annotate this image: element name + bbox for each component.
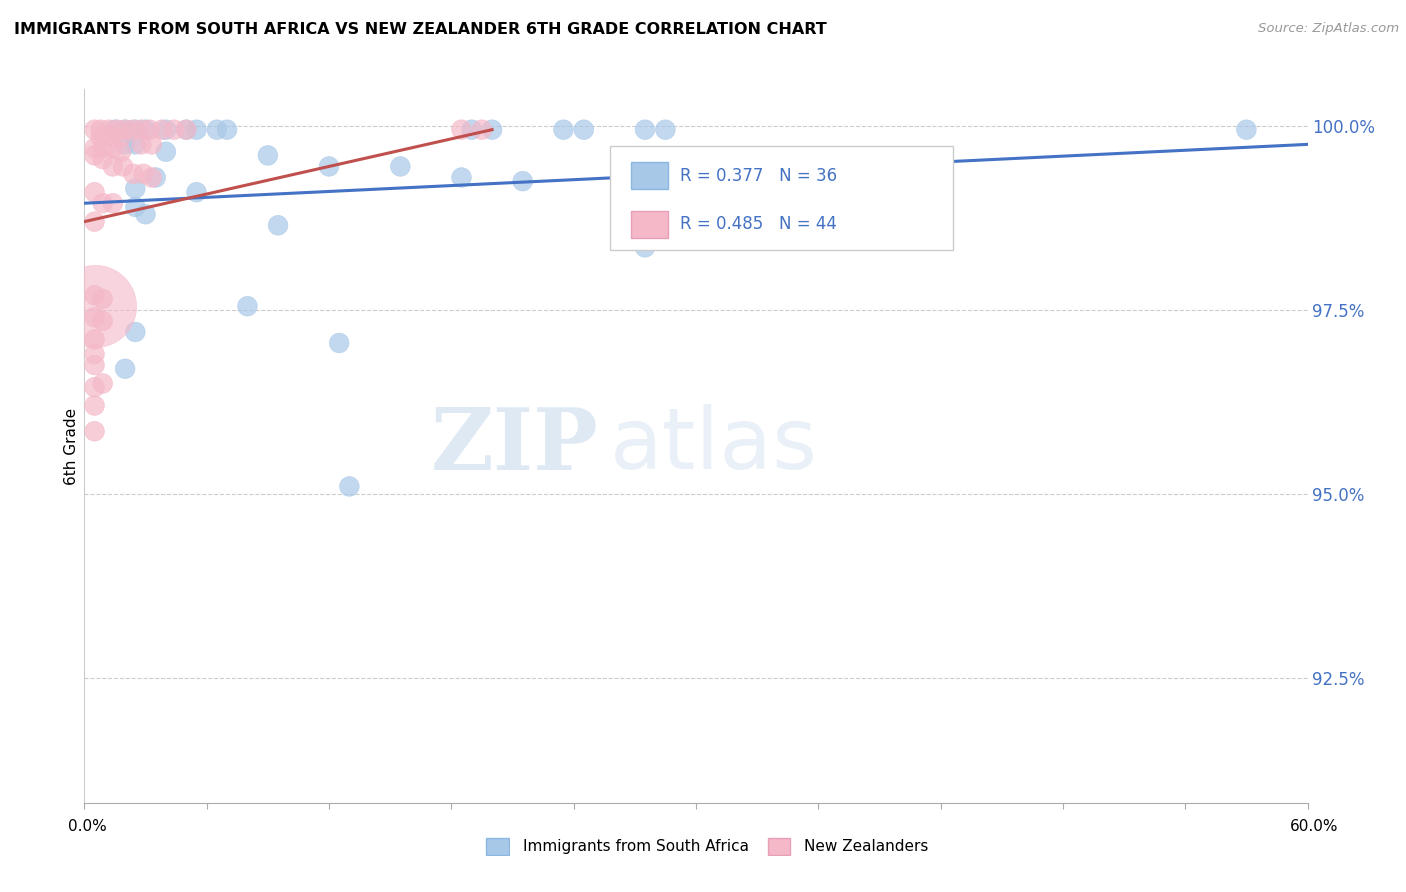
Point bbox=[110, 130, 132, 145]
Text: R = 0.377   N = 36: R = 0.377 N = 36 bbox=[681, 167, 837, 185]
Text: atlas: atlas bbox=[610, 404, 818, 488]
Point bbox=[654, 122, 676, 136]
Point bbox=[114, 122, 136, 136]
Point bbox=[124, 137, 146, 152]
Text: Immigrants from South Africa: Immigrants from South Africa bbox=[523, 839, 749, 854]
Point bbox=[110, 145, 132, 159]
Point bbox=[471, 122, 494, 136]
Point bbox=[132, 167, 155, 181]
Text: IMMIGRANTS FROM SOUTH AFRICA VS NEW ZEALANDER 6TH GRADE CORRELATION CHART: IMMIGRANTS FROM SOUTH AFRICA VS NEW ZEAL… bbox=[14, 22, 827, 37]
Point bbox=[318, 160, 340, 174]
Point bbox=[83, 358, 105, 372]
Point bbox=[124, 122, 146, 136]
Point bbox=[101, 160, 124, 174]
Point bbox=[186, 122, 208, 136]
Point bbox=[553, 122, 575, 136]
Point bbox=[155, 122, 177, 136]
Point bbox=[104, 122, 127, 136]
Point bbox=[83, 399, 105, 413]
Point bbox=[135, 207, 157, 221]
Point bbox=[101, 141, 124, 155]
Point bbox=[267, 219, 290, 233]
Point bbox=[83, 347, 105, 361]
Point bbox=[83, 332, 105, 346]
Bar bbox=[631, 162, 668, 189]
Point bbox=[114, 361, 136, 376]
Text: R = 0.485   N = 44: R = 0.485 N = 44 bbox=[681, 215, 837, 233]
Point bbox=[205, 122, 228, 136]
Point bbox=[145, 170, 167, 185]
Point bbox=[481, 122, 503, 136]
Point bbox=[217, 122, 239, 136]
Point bbox=[450, 170, 472, 185]
Point bbox=[461, 122, 484, 136]
Point bbox=[83, 299, 105, 313]
Point bbox=[122, 122, 145, 136]
Point bbox=[135, 122, 157, 136]
Point bbox=[141, 170, 163, 185]
Point bbox=[83, 141, 105, 155]
Point bbox=[450, 122, 472, 136]
Point bbox=[572, 122, 595, 136]
Point bbox=[90, 122, 112, 136]
Bar bbox=[631, 211, 668, 237]
Point bbox=[83, 122, 105, 136]
Point bbox=[91, 152, 114, 166]
Point bbox=[186, 185, 208, 199]
Point bbox=[83, 148, 105, 162]
Point bbox=[83, 185, 105, 199]
Point bbox=[131, 137, 153, 152]
Point bbox=[634, 240, 657, 254]
Point bbox=[176, 122, 198, 136]
Text: Source: ZipAtlas.com: Source: ZipAtlas.com bbox=[1258, 22, 1399, 36]
Point bbox=[176, 122, 198, 136]
Point bbox=[257, 148, 280, 162]
Point bbox=[114, 122, 136, 136]
FancyBboxPatch shape bbox=[610, 146, 953, 250]
Point bbox=[124, 181, 146, 195]
Point bbox=[236, 299, 259, 313]
Point bbox=[114, 137, 136, 152]
Point bbox=[512, 174, 534, 188]
Point bbox=[83, 214, 105, 228]
Point bbox=[91, 376, 114, 391]
Point bbox=[105, 122, 128, 136]
Point bbox=[150, 122, 173, 136]
Point bbox=[131, 122, 153, 136]
Point bbox=[138, 122, 160, 136]
Point bbox=[83, 380, 105, 394]
Point bbox=[328, 336, 350, 351]
Point bbox=[83, 310, 105, 325]
Point bbox=[339, 479, 361, 493]
Point bbox=[112, 160, 135, 174]
Point bbox=[124, 325, 146, 339]
Text: ZIP: ZIP bbox=[430, 404, 598, 488]
Point bbox=[101, 196, 124, 211]
Point bbox=[389, 160, 412, 174]
Point bbox=[155, 145, 177, 159]
Point bbox=[634, 122, 657, 136]
Text: 60.0%: 60.0% bbox=[1291, 820, 1339, 834]
Point bbox=[91, 314, 114, 328]
Point bbox=[83, 288, 105, 302]
Point bbox=[163, 122, 186, 136]
Point bbox=[124, 200, 146, 214]
Point bbox=[91, 196, 114, 211]
Point bbox=[141, 137, 163, 152]
Point bbox=[122, 167, 145, 181]
Point bbox=[1236, 122, 1258, 136]
Point bbox=[97, 122, 120, 136]
Point bbox=[100, 130, 122, 145]
Point bbox=[83, 425, 105, 439]
Point bbox=[91, 141, 114, 155]
Text: 0.0%: 0.0% bbox=[67, 820, 107, 834]
Point bbox=[90, 130, 112, 145]
Y-axis label: 6th Grade: 6th Grade bbox=[63, 408, 79, 484]
Text: New Zealanders: New Zealanders bbox=[804, 839, 928, 854]
Point bbox=[91, 292, 114, 306]
